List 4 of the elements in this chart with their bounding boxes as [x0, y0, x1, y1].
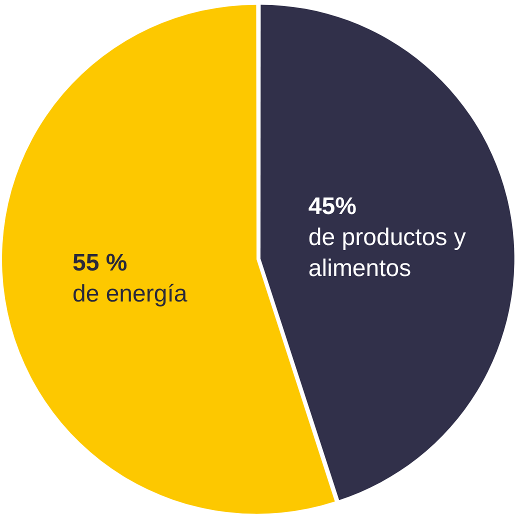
data-label: 45%: [308, 193, 356, 220]
slice-label: de energía: [72, 280, 188, 308]
slice-label: de productos y alimentos: [308, 224, 466, 282]
data-label: 55 %: [72, 250, 128, 276]
